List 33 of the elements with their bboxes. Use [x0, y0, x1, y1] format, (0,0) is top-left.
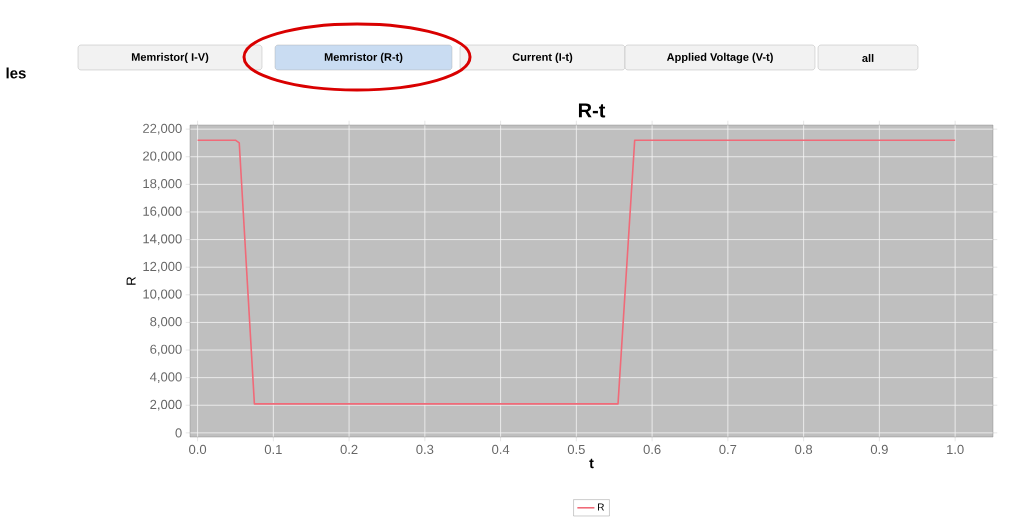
text: Memristor (R-t) [324, 52, 403, 64]
text: Current (I-t) [512, 52, 573, 64]
legend-label: R [598, 503, 604, 511]
y-tick-label: 2,000 [150, 399, 182, 411]
y-tick-label: 14,000 [143, 234, 182, 245]
y-tick-label: 22,000 [143, 123, 182, 135]
y-tick-label: 6,000 [150, 344, 182, 356]
y-tick-label: 20,000 [143, 151, 182, 163]
x-axis-title: t [589, 458, 594, 469]
text: Applied Voltage (V-t) [666, 52, 773, 64]
text: all [862, 53, 874, 63]
text: les [6, 67, 26, 79]
y-tick-label: 16,000 [143, 206, 182, 218]
y-tick-label: 0 [175, 428, 182, 438]
x-tick-label: 1.0 [947, 444, 964, 454]
x-tick-label: 0.0 [189, 444, 207, 454]
x-tick-label: 0.3 [416, 444, 434, 454]
y-tick-label: 8,000 [150, 317, 182, 328]
y-tick-label: 18,000 [143, 178, 182, 190]
text: Memristor( I-V) [131, 52, 209, 64]
x-tick-label: 0.6 [643, 444, 661, 454]
x-tick-label: 0.4 [492, 444, 510, 454]
y-tick-label: 4,000 [149, 372, 182, 384]
x-tick-label: 0.8 [795, 444, 813, 454]
chart-title: R-t [578, 103, 606, 118]
y-tick-label: 12,000 [143, 261, 182, 273]
x-tick-label: 0.7 [719, 444, 737, 454]
x-tick-label: 0.1 [264, 444, 282, 454]
y-axis-title: R [126, 276, 136, 285]
x-tick-label: 0.5 [567, 444, 585, 454]
x-tick-label: 0.2 [340, 444, 358, 454]
x-tick-label: 0.9 [870, 444, 888, 454]
y-tick-label: 10,000 [143, 289, 182, 301]
